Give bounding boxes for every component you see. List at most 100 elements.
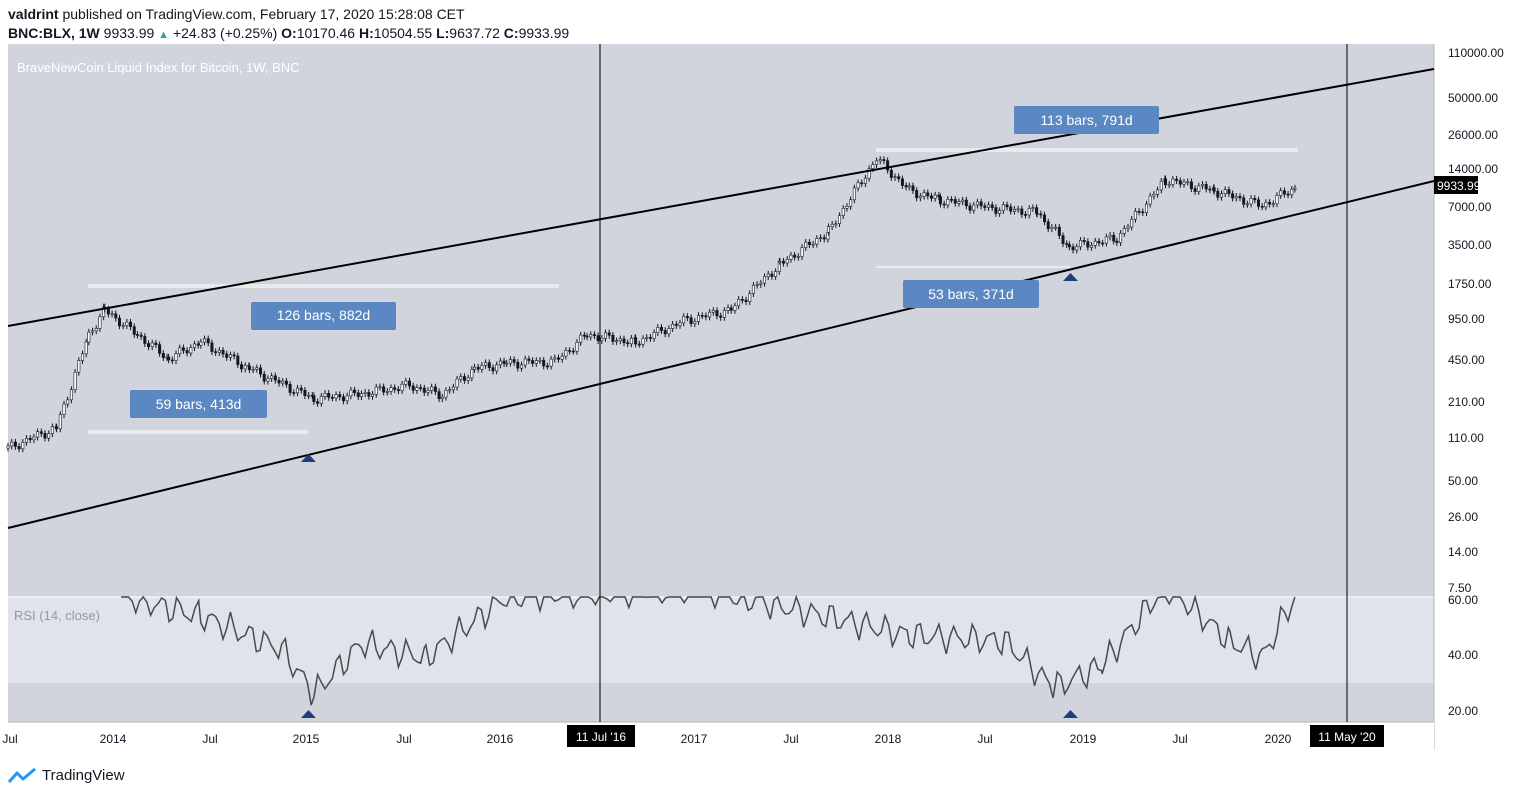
arrow-up-icon[interactable]	[301, 454, 316, 462]
candle	[645, 337, 649, 339]
candle	[80, 353, 84, 361]
candle	[284, 380, 288, 385]
candle	[618, 338, 622, 342]
candle	[871, 164, 875, 169]
candle	[538, 359, 542, 362]
annotation-box[interactable]: 53 bars, 371d	[903, 280, 1039, 308]
candle	[1078, 240, 1082, 248]
candle	[696, 315, 700, 322]
candle	[863, 177, 867, 184]
lower-trendline[interactable]	[7, 180, 1435, 529]
candle	[334, 394, 338, 399]
candle	[36, 431, 40, 438]
candle	[1164, 178, 1168, 186]
candle	[1067, 244, 1071, 248]
candle	[722, 310, 726, 318]
arrow-up-icon[interactable]	[1063, 710, 1078, 718]
published-text: published on TradingView.com, February 1…	[62, 6, 465, 22]
candle	[1253, 198, 1257, 201]
rsi-line	[121, 594, 1296, 706]
candle	[1256, 199, 1260, 207]
x-tick: 2017	[681, 732, 708, 746]
candle	[867, 168, 871, 179]
candle	[349, 389, 353, 397]
current-price-label[interactable]: 9933.99	[1434, 176, 1481, 194]
candle	[476, 366, 480, 370]
vline-date-label[interactable]: 11 May '20	[1310, 725, 1384, 747]
chart-title: BraveNewCoin Liquid Index for Bitcoin, 1…	[17, 60, 300, 75]
price-chart[interactable]: BraveNewCoin Liquid Index for Bitcoin, 1…	[0, 44, 1524, 750]
y-tick: 450.00	[1448, 353, 1485, 367]
annotation-box[interactable]: 113 bars, 791d	[1014, 106, 1159, 134]
candle	[55, 426, 59, 430]
candle	[1275, 195, 1279, 205]
price-axis[interactable]	[1434, 44, 1524, 722]
candle	[117, 317, 121, 327]
candle	[58, 414, 62, 430]
candle	[426, 390, 430, 393]
candle	[1101, 242, 1105, 245]
candle	[484, 362, 488, 366]
y-tick: 210.00	[1448, 395, 1485, 409]
candle	[607, 332, 611, 336]
candle	[1119, 233, 1123, 243]
candle	[1141, 211, 1145, 214]
annotation-box[interactable]: 126 bars, 882d	[251, 302, 396, 330]
upper-trendline[interactable]	[7, 68, 1435, 327]
candle	[542, 359, 546, 367]
candle	[1234, 196, 1238, 199]
candle	[139, 334, 143, 337]
tradingview-logo[interactable]: TradingView	[8, 767, 125, 784]
candle	[1282, 190, 1286, 195]
candle	[1186, 181, 1190, 184]
candle	[957, 201, 961, 204]
arrow-up-icon[interactable]	[1063, 273, 1078, 281]
candle	[600, 338, 604, 341]
x-tick: 2015	[293, 732, 320, 746]
candle	[77, 360, 81, 373]
annotation-box[interactable]: 59 bars, 413d	[130, 390, 267, 418]
candle	[748, 293, 752, 302]
candle	[1152, 194, 1156, 197]
candle	[1245, 203, 1249, 206]
annotation-text: 59 bars, 413d	[156, 396, 242, 412]
candle	[50, 426, 54, 434]
current-price-text: 9933.99	[1437, 179, 1481, 193]
candle	[904, 185, 908, 188]
candle	[1171, 178, 1175, 185]
candle	[408, 380, 412, 387]
candle	[1293, 187, 1297, 190]
y-tick: 7.50	[1448, 581, 1472, 595]
y-tick: 20.00	[1448, 704, 1478, 718]
candle	[785, 259, 789, 264]
time-axis[interactable]	[8, 722, 1434, 750]
candle	[125, 321, 129, 326]
candle	[512, 359, 516, 363]
candle	[174, 353, 178, 361]
candle	[288, 384, 292, 393]
candle	[929, 195, 933, 199]
candle	[1130, 218, 1134, 228]
x-tick: Jul	[202, 732, 217, 746]
publisher-name[interactable]: valdrint	[8, 6, 59, 22]
candle	[225, 353, 229, 358]
y-tick: 26.00	[1448, 510, 1478, 524]
vline-date-label[interactable]: 11 Jul '16	[567, 725, 635, 747]
candle	[1104, 236, 1108, 244]
candle	[972, 204, 976, 211]
candle	[13, 441, 17, 447]
candle	[1227, 189, 1231, 194]
candle	[448, 389, 452, 392]
candle	[819, 237, 823, 239]
candle	[498, 360, 502, 366]
candle	[39, 431, 43, 434]
candle	[382, 386, 386, 393]
arrow-up-icon[interactable]	[301, 710, 316, 718]
symbol-label[interactable]: BNC:BLX, 1W	[8, 25, 100, 41]
candle	[615, 340, 619, 343]
candle	[495, 364, 499, 372]
candle	[1268, 202, 1272, 205]
candle	[822, 237, 826, 240]
candle	[1144, 203, 1148, 213]
candle	[1115, 240, 1119, 243]
